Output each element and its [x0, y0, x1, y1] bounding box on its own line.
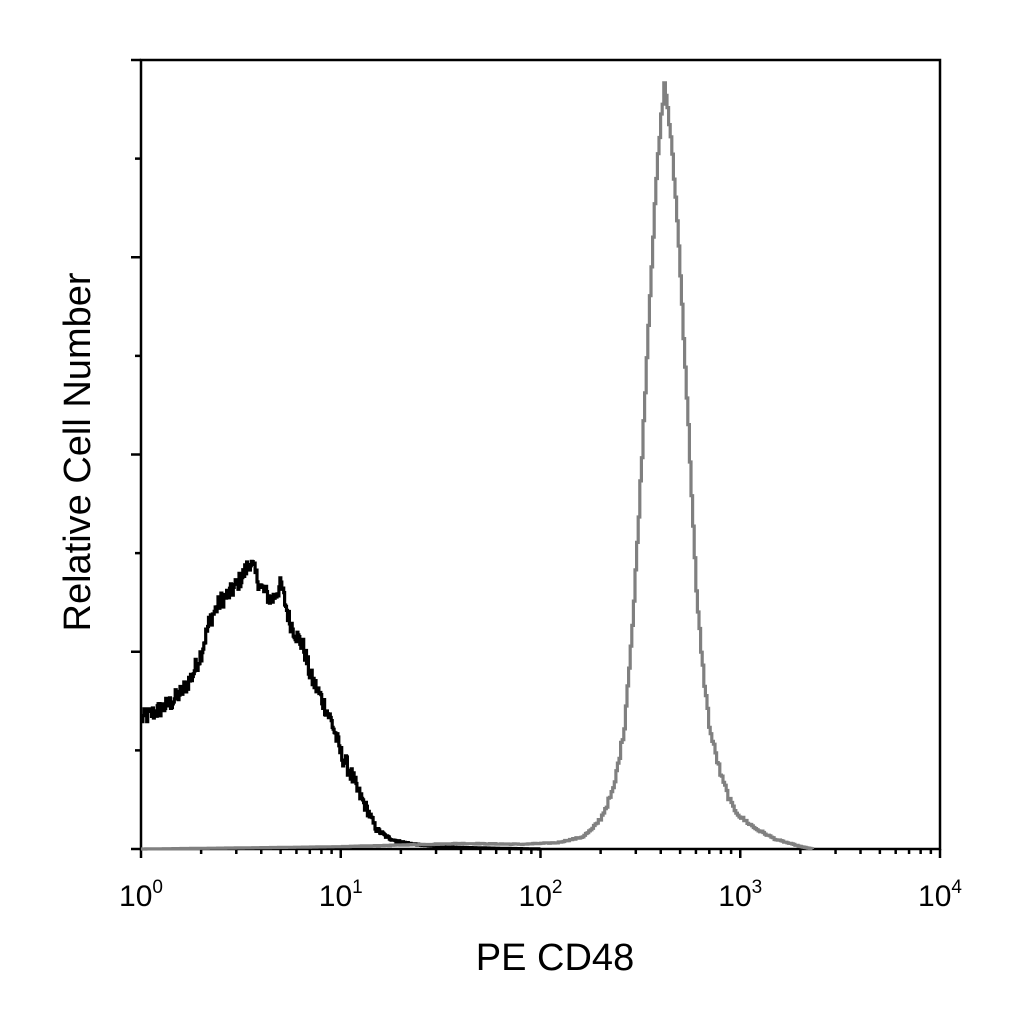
x-tick-label: 103 — [718, 877, 762, 913]
plot-frame — [139, 58, 942, 851]
x-axis-tick-labels: 100 101 102 103 104 — [119, 877, 962, 913]
y-axis-ticks — [131, 58, 141, 851]
x-tick-label: 102 — [519, 877, 563, 913]
cd48-histogram-line — [141, 81, 815, 851]
x-tick-label: 104 — [918, 877, 962, 913]
x-axis-title: PE CD48 — [476, 937, 634, 979]
x-tick-label: 100 — [119, 877, 163, 913]
x-axis-ticks — [139, 849, 942, 858]
x-tick-label: 101 — [319, 877, 363, 913]
control-histogram-line — [140, 559, 541, 851]
histogram-series — [140, 81, 815, 851]
y-axis-title: Relative Cell Number — [57, 272, 99, 631]
